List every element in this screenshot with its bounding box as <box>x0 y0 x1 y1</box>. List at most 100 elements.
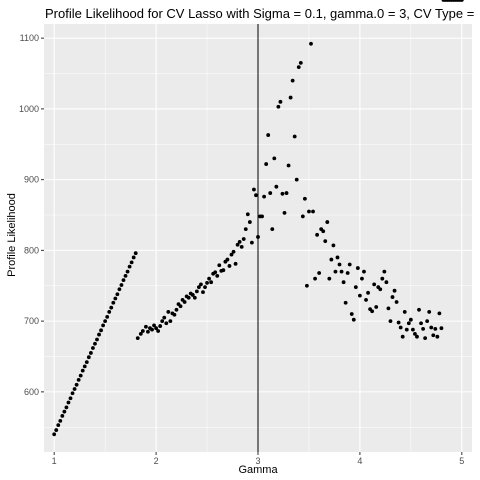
y-tick-label: 1000 <box>19 104 39 114</box>
data-point <box>362 269 366 274</box>
data-point <box>400 334 405 339</box>
data-point <box>209 280 214 285</box>
data-point <box>125 269 130 274</box>
data-point <box>72 387 77 391</box>
data-point <box>398 325 403 330</box>
data-point <box>396 320 401 325</box>
data-point <box>154 326 159 331</box>
data-point <box>439 326 444 331</box>
data-point <box>56 423 61 428</box>
data-point <box>133 251 138 256</box>
y-tick-label: 1100 <box>20 33 39 43</box>
data-point <box>268 191 273 195</box>
data-point <box>311 209 315 214</box>
data-point <box>429 325 434 330</box>
data-point <box>99 328 103 333</box>
data-point <box>235 242 240 247</box>
data-point <box>249 240 254 245</box>
y-tick-label: 700 <box>24 316 39 326</box>
data-point <box>227 264 232 268</box>
data-point <box>272 156 277 161</box>
data-point <box>86 355 91 360</box>
data-point <box>101 323 105 328</box>
data-point <box>366 290 370 295</box>
data-point <box>364 298 368 302</box>
data-point <box>84 360 89 365</box>
data-point <box>88 351 93 355</box>
data-point <box>221 268 226 273</box>
data-point <box>192 295 197 300</box>
x-axis-title: Gamma <box>238 464 278 476</box>
data-point <box>103 319 108 324</box>
data-point <box>360 276 364 281</box>
data-point <box>109 305 114 310</box>
data-point <box>345 271 350 275</box>
data-point <box>229 252 234 257</box>
data-point <box>331 243 336 248</box>
data-point <box>129 260 134 265</box>
data-point <box>115 292 120 297</box>
data-point <box>435 334 440 339</box>
data-point <box>146 329 150 334</box>
chart-title: Profile Likelihood for CV Lasso with Sig… <box>45 6 474 21</box>
data-point <box>382 269 387 274</box>
data-point <box>343 300 348 305</box>
data-point <box>372 282 377 287</box>
data-point <box>437 311 442 316</box>
data-point <box>298 61 303 65</box>
data-point <box>305 283 309 288</box>
data-point <box>186 295 191 300</box>
data-point <box>111 300 116 305</box>
data-point <box>347 262 352 267</box>
data-point <box>121 278 126 282</box>
data-point <box>411 327 415 332</box>
data-point <box>97 332 101 337</box>
data-point <box>276 104 281 109</box>
data-point <box>60 414 65 418</box>
data-point <box>190 293 195 297</box>
data-point <box>339 269 344 274</box>
data-point <box>419 321 423 326</box>
data-point <box>374 305 379 309</box>
data-point <box>160 319 165 324</box>
y-tick-label: 900 <box>24 175 39 185</box>
data-point <box>52 432 57 437</box>
data-point <box>349 312 354 316</box>
data-point <box>166 310 171 314</box>
data-point <box>144 324 148 329</box>
data-point <box>262 194 267 199</box>
data-point <box>335 255 340 260</box>
data-point <box>135 336 140 340</box>
data-point <box>213 270 218 275</box>
data-point <box>74 382 79 387</box>
data-point <box>315 232 319 237</box>
data-point <box>117 287 122 292</box>
data-point <box>415 334 419 339</box>
data-point <box>80 368 85 373</box>
data-point <box>302 196 307 201</box>
data-point <box>245 212 250 217</box>
data-point <box>380 276 385 281</box>
data-point <box>384 280 389 285</box>
data-point <box>300 214 305 219</box>
data-point <box>91 346 95 350</box>
data-point <box>203 285 207 290</box>
data-point <box>333 269 338 274</box>
data-point <box>58 418 63 423</box>
data-point <box>307 209 311 214</box>
data-point <box>237 239 242 244</box>
data-point <box>123 273 128 278</box>
data-point <box>252 187 256 192</box>
x-tick-label: 2 <box>154 456 159 466</box>
data-point <box>66 400 71 405</box>
data-point <box>421 327 425 331</box>
data-point <box>241 237 246 241</box>
y-tick-label: 800 <box>24 245 39 255</box>
data-point <box>82 364 87 369</box>
data-point <box>286 163 291 168</box>
data-point <box>62 409 67 414</box>
data-point <box>233 261 238 266</box>
data-point <box>199 282 203 287</box>
data-point <box>290 78 295 83</box>
